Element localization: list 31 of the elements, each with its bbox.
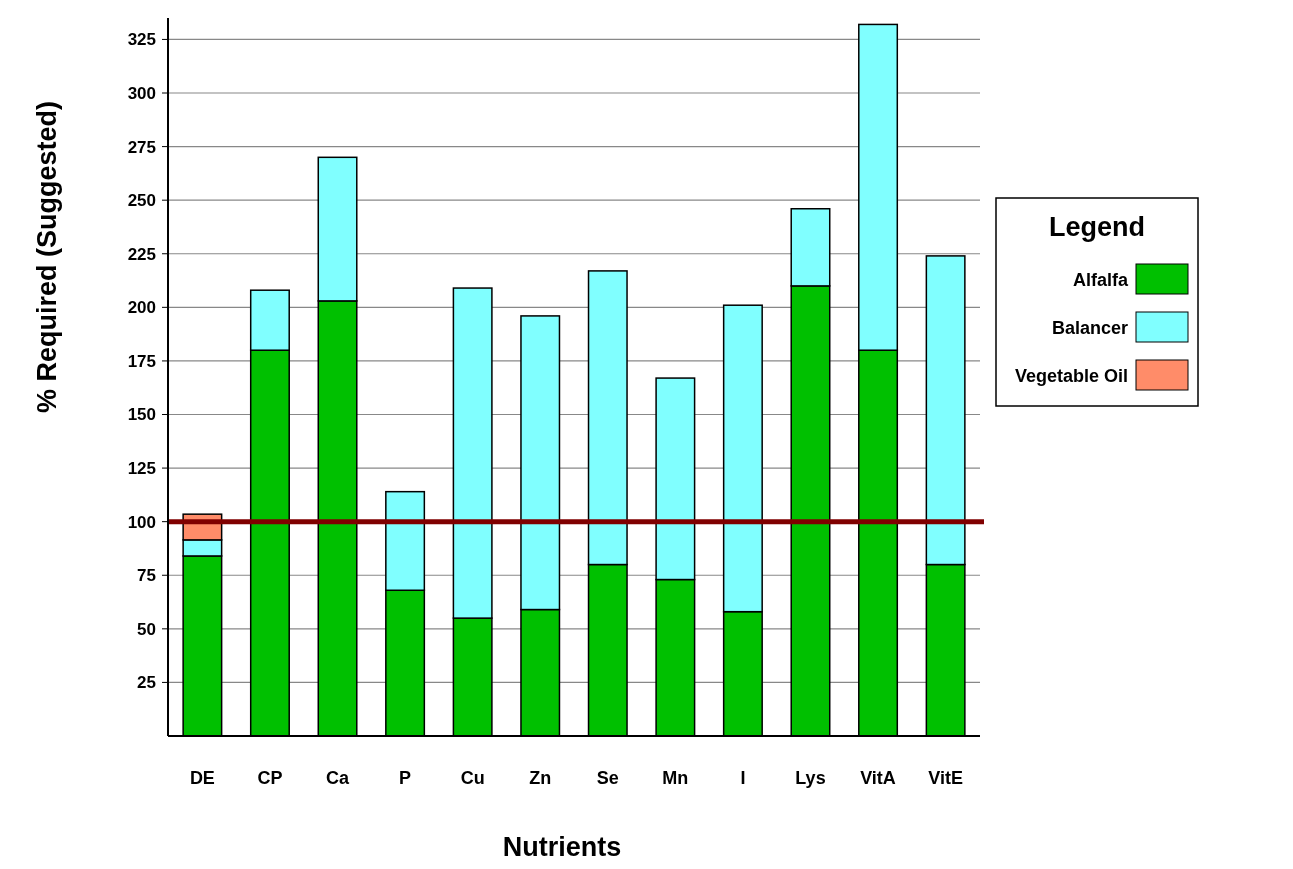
- x-tick-label: I: [740, 768, 746, 788]
- x-tick-label: VitA: [860, 768, 896, 788]
- legend-label: Vegetable Oil: [1014, 366, 1128, 386]
- x-tick-label: Lys: [795, 768, 826, 788]
- y-tick-label: 50: [137, 619, 156, 639]
- y-tick-label: 125: [127, 459, 156, 479]
- y-tick-label: 25: [137, 673, 156, 693]
- y-axis-title: % Required (Suggested): [32, 100, 62, 414]
- legend-label: Balancer: [1051, 318, 1128, 338]
- legend-label: Alfalfa: [1072, 270, 1129, 290]
- y-tick-label: 175: [127, 351, 156, 371]
- y-tick-label: 200: [127, 298, 156, 318]
- y-tick-label: 275: [127, 137, 156, 157]
- x-tick-label: Mn: [662, 768, 689, 788]
- x-tick-label: P: [399, 768, 412, 788]
- y-tick-label: 75: [137, 566, 156, 586]
- y-tick-label: 250: [127, 191, 156, 211]
- y-tick-label: 150: [127, 405, 156, 425]
- x-tick-label: Se: [596, 768, 619, 788]
- x-tick-label: DE: [189, 768, 215, 788]
- y-tick-label: 225: [127, 244, 156, 264]
- x-tick-label: Cu: [460, 768, 485, 788]
- y-tick-label: 100: [127, 512, 156, 532]
- x-tick-label: VitE: [928, 768, 963, 788]
- x-axis-title: Nutrients: [502, 832, 622, 862]
- y-tick-label: 325: [127, 30, 156, 50]
- x-tick-label: Zn: [529, 768, 552, 788]
- x-tick-label: CP: [257, 768, 283, 788]
- x-tick-label: Ca: [326, 768, 351, 788]
- legend-title: Legend: [1048, 212, 1146, 242]
- y-tick-label: 300: [127, 83, 156, 103]
